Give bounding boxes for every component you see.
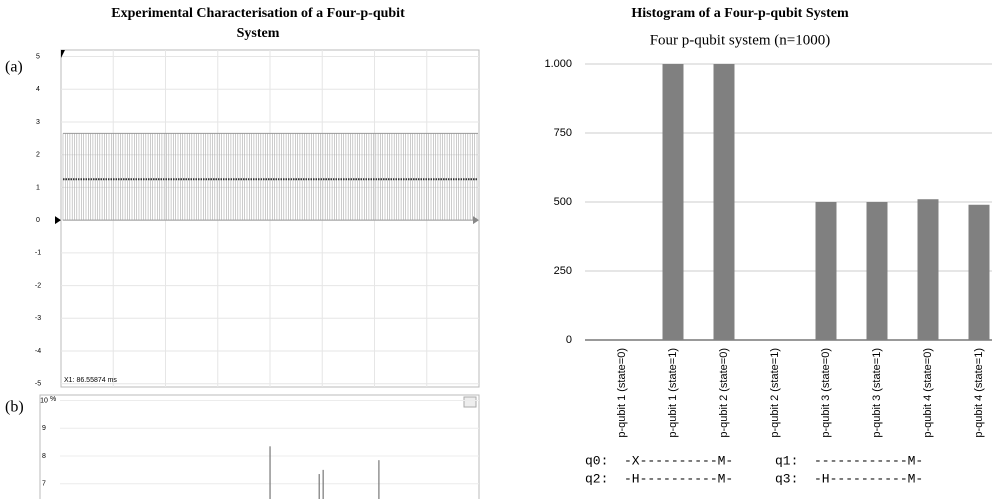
trigger-marker xyxy=(61,50,65,58)
panel-label: (b) xyxy=(5,399,24,416)
bar xyxy=(713,64,735,340)
x-tick-label: p-qubit 2 (state=1) xyxy=(769,348,781,438)
y-tick-label: 750 xyxy=(554,127,572,139)
y-tick-label: -1 xyxy=(35,250,41,257)
chart-subtitle: Four p-qubit system (n=1000) xyxy=(650,32,831,48)
signal xyxy=(62,133,478,221)
y-unit: % xyxy=(50,396,56,403)
circuit-line: q3: -H----------M- xyxy=(775,471,923,486)
panel-label: (a) xyxy=(5,59,23,76)
y-tick-label: 250 xyxy=(554,265,572,277)
y-tick-label: 4 xyxy=(36,86,40,93)
zoom-icon[interactable] xyxy=(463,396,477,408)
bar xyxy=(866,202,888,340)
bar xyxy=(815,202,837,340)
x-tick-label: p-qubit 2 (state=0) xyxy=(718,348,730,438)
bar xyxy=(662,64,684,340)
bar xyxy=(968,204,990,340)
y-tick-label: 500 xyxy=(554,196,572,208)
x-tick-label: p-qubit 3 (state=0) xyxy=(820,348,832,438)
circuit-line: q2: -H----------M- xyxy=(585,471,733,486)
spectrum-frame xyxy=(39,394,480,499)
y-tick-label: 3 xyxy=(36,119,40,126)
circuit-line: q1: ------------M- xyxy=(775,453,923,468)
y-tick-label: 0 xyxy=(36,217,40,224)
y-tick-label: 10 xyxy=(40,397,48,404)
figure-title: Experimental Characterisation of a Four-… xyxy=(111,6,405,41)
y-tick-label: -4 xyxy=(35,348,41,355)
y-tick-label: 7 xyxy=(42,481,46,488)
y-tick-label: 5 xyxy=(36,53,40,60)
chart-title: Histogram of a Four-p-qubit System xyxy=(631,6,849,21)
y-tick-label: 1.000 xyxy=(544,58,572,70)
x-tick-label: p-qubit 4 (state=0) xyxy=(922,348,934,438)
y-tick-label: -2 xyxy=(35,282,41,289)
y-tick-label: 0 xyxy=(566,334,572,346)
cursor-readout: X1: 86.55874 ms xyxy=(64,377,117,384)
x-tick-label: p-qubit 4 (state=1) xyxy=(973,348,985,438)
end-marker xyxy=(473,216,479,225)
x-tick-label: p-qubit 1 (state=1) xyxy=(667,348,679,438)
y-tick-label: 8 xyxy=(42,453,46,460)
x-tick-label: p-qubit 1 (state=0) xyxy=(616,348,628,438)
y-tick-label: -3 xyxy=(35,315,41,322)
y-tick-label: 2 xyxy=(36,152,40,159)
y-tick-label: 9 xyxy=(42,425,46,432)
y-tick-label: 1 xyxy=(36,184,40,191)
bar xyxy=(917,199,939,340)
ground-marker xyxy=(55,216,61,225)
circuit-line: q0: -X----------M- xyxy=(585,453,733,468)
x-tick-label: p-qubit 3 (state=1) xyxy=(871,348,883,438)
y-tick-label: -5 xyxy=(35,381,41,388)
